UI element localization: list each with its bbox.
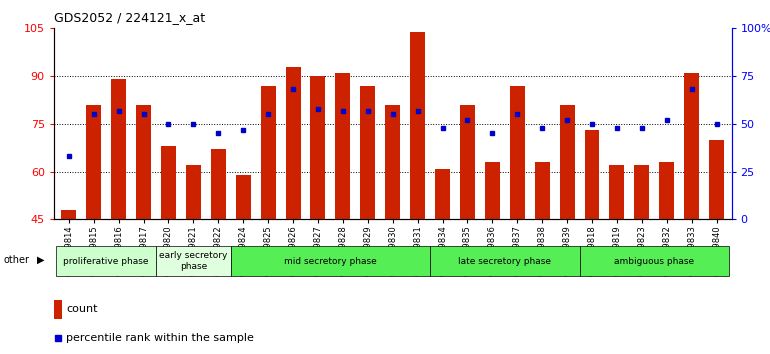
- Text: ▶: ▶: [37, 255, 45, 265]
- Bar: [211, 149, 226, 219]
- Text: count: count: [66, 304, 98, 314]
- Bar: [435, 169, 450, 219]
- Bar: [54, 300, 62, 319]
- Text: GDS2052 / 224121_x_at: GDS2052 / 224121_x_at: [54, 11, 205, 24]
- Bar: [310, 76, 326, 219]
- Bar: [580, 246, 729, 276]
- Bar: [410, 32, 425, 219]
- Text: early secretory
phase: early secretory phase: [159, 251, 228, 271]
- Bar: [385, 105, 400, 219]
- Bar: [156, 246, 231, 276]
- Bar: [186, 165, 201, 219]
- Text: proliferative phase: proliferative phase: [63, 257, 149, 266]
- Bar: [136, 105, 151, 219]
- Bar: [62, 210, 76, 219]
- Bar: [231, 246, 430, 276]
- Text: percentile rank within the sample: percentile rank within the sample: [66, 333, 254, 343]
- Bar: [111, 79, 126, 219]
- Bar: [236, 175, 251, 219]
- Bar: [286, 67, 300, 219]
- Bar: [634, 165, 649, 219]
- Bar: [560, 105, 574, 219]
- Bar: [161, 146, 176, 219]
- Bar: [510, 86, 524, 219]
- Bar: [336, 73, 350, 219]
- Bar: [685, 73, 699, 219]
- Text: ambiguous phase: ambiguous phase: [614, 257, 695, 266]
- Bar: [56, 246, 156, 276]
- Bar: [360, 86, 375, 219]
- Bar: [659, 162, 675, 219]
- Bar: [261, 86, 276, 219]
- Text: late secretory phase: late secretory phase: [458, 257, 551, 266]
- Bar: [460, 105, 475, 219]
- Bar: [534, 162, 550, 219]
- Text: other: other: [4, 255, 30, 265]
- Bar: [430, 246, 580, 276]
- Bar: [609, 165, 624, 219]
- Text: mid secretory phase: mid secretory phase: [284, 257, 377, 266]
- Bar: [485, 162, 500, 219]
- Bar: [86, 105, 101, 219]
- Bar: [584, 130, 600, 219]
- Bar: [709, 140, 724, 219]
